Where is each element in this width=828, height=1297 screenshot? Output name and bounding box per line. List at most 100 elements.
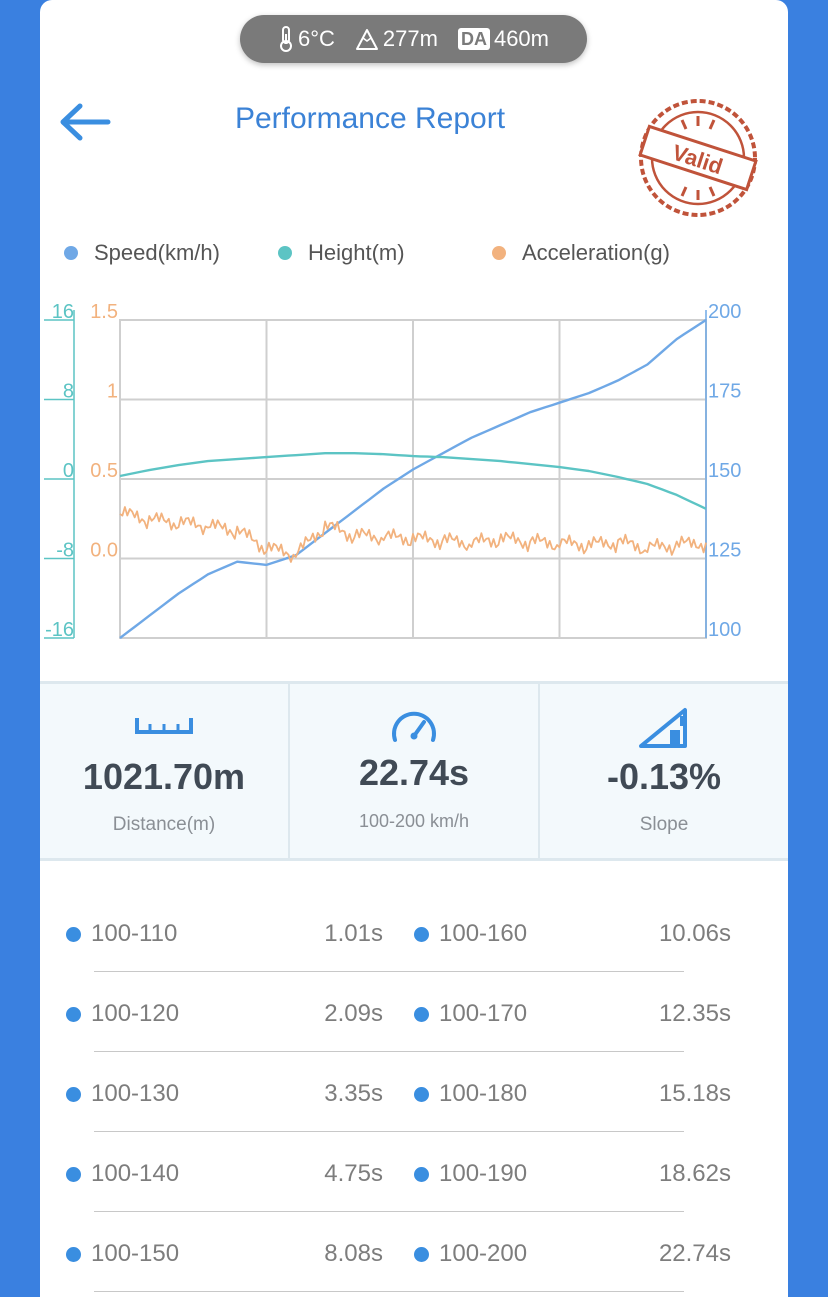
split-range: 100-150 [91, 1240, 180, 1267]
acceleration-line [119, 506, 707, 563]
row-divider [94, 1211, 684, 1212]
split-right: 100-200 [414, 1240, 527, 1268]
speed-dot [64, 246, 78, 260]
split-row: 100-140 4.75s 100-190 18.62s [40, 1140, 788, 1220]
left-outer-tick-label: 16 [52, 301, 74, 323]
right-tick-label: 100 [708, 619, 741, 641]
chart-axes: 16 8 0 -8 -16 1.5 1 0.5 0.0 200 175 150 125 100 [44, 301, 741, 641]
bullet-icon [66, 1006, 81, 1022]
split-range: 100-200 [439, 1240, 528, 1267]
mountain-icon [355, 29, 378, 50]
split-time: 22.74s [658, 1240, 731, 1267]
summary-stats: 1021.70m Distance(m) 22.74s 100-200 km/h… [40, 681, 788, 861]
left-inner-tick-label: 1 [107, 381, 118, 403]
right-tick-label: 150 [708, 460, 741, 482]
split-range: 100-110 [91, 920, 178, 947]
time-value: 22.74s [358, 752, 470, 793]
report-card: 6°C 277m DA 460m Performance Report Val [40, 0, 788, 1297]
altitude-item: 277m [355, 26, 438, 52]
ruler-icon [135, 718, 193, 734]
split-left: 100-140 [66, 1160, 179, 1188]
performance-chart: 16 8 0 -8 -16 1.5 1 0.5 0.0 200 175 150 125 100 [44, 301, 741, 641]
chart-legend: Speed(km/h) Height(m) Acceleration(g) [40, 240, 788, 272]
left-outer-tick-label: -16 [45, 619, 74, 641]
split-range: 100-140 [91, 1160, 180, 1187]
speedometer-icon [392, 711, 436, 742]
temperature-value: 6°C [297, 26, 335, 51]
split-row: 100-130 3.35s 100-180 15.18s [40, 1060, 788, 1140]
distance-stat: 1021.70m Distance(m) [40, 684, 288, 858]
split-row: 100-120 2.09s 100-170 12.35s [40, 980, 788, 1060]
bullet-icon [414, 1246, 429, 1262]
da-badge: DA [457, 28, 490, 50]
split-range: 100-130 [91, 1080, 180, 1107]
acceleration-dot [492, 246, 506, 260]
bullet-icon [66, 1086, 81, 1102]
left-outer-tick-label: 0 [63, 460, 74, 482]
legend-height-label: Height(m) [308, 240, 405, 265]
height-dot [278, 246, 292, 260]
split-left: 100-110 [66, 920, 177, 948]
split-right: 100-160 [414, 920, 527, 948]
split-right: 100-190 [414, 1160, 527, 1188]
distance-label: Distance(m) [112, 814, 216, 835]
distance-value: 1021.70m [82, 756, 246, 797]
slope-stat: -0.13% Slope [538, 684, 788, 858]
right-tick-label: 175 [708, 381, 741, 403]
slope-icon [639, 708, 687, 748]
bullet-icon [66, 926, 81, 942]
time-label: 100-200 km/h [358, 811, 470, 831]
conditions-pill: 6°C 277m DA 460m [240, 15, 587, 63]
row-divider [94, 1131, 684, 1132]
split-time: 10.06s [658, 920, 731, 947]
page-title: Performance Report [234, 102, 506, 135]
split-right: 100-180 [414, 1080, 527, 1108]
right-tick-label: 200 [708, 301, 741, 323]
bullet-icon [414, 926, 429, 942]
split-left: 100-120 [66, 1000, 179, 1028]
chart-series [119, 318, 707, 639]
split-left: 100-150 [66, 1240, 179, 1268]
split-time: 4.75s [324, 1160, 383, 1187]
thermometer-icon [279, 26, 292, 52]
split-row: 100-150 8.08s 100-200 22.74s [40, 1220, 788, 1297]
split-left: 100-130 [66, 1080, 179, 1108]
legend-speed: Speed(km/h) [64, 240, 220, 266]
split-time: 8.08s [324, 1240, 383, 1267]
split-range: 100-170 [439, 1000, 528, 1027]
bullet-icon [414, 1006, 429, 1022]
density-altitude-item: DA 460m [457, 26, 549, 52]
bullet-icon [414, 1086, 429, 1102]
legend-speed-label: Speed(km/h) [94, 240, 220, 265]
split-right: 100-170 [414, 1000, 527, 1028]
split-time: 18.62s [658, 1160, 731, 1187]
left-inner-tick-label: 0.0 [90, 540, 118, 562]
row-divider [94, 971, 684, 972]
split-time: 12.35s [658, 1000, 731, 1027]
speed-line [119, 318, 707, 639]
split-range: 100-120 [91, 1000, 180, 1027]
altitude-value: 277m [382, 26, 438, 51]
legend-acceleration-label: Acceleration(g) [522, 240, 670, 265]
left-inner-tick-label: 1.5 [90, 301, 118, 323]
chart-grid [119, 319, 707, 639]
height-line [119, 452, 707, 510]
row-divider [94, 1051, 684, 1052]
split-range: 100-160 [439, 920, 528, 947]
split-range: 100-180 [439, 1080, 528, 1107]
row-divider [94, 1291, 684, 1292]
density-altitude-value: 460m [493, 26, 549, 51]
time-stat: 22.74s 100-200 km/h [288, 684, 538, 858]
split-range: 100-190 [439, 1160, 528, 1187]
split-row: 100-110 1.01s 100-160 10.06s [40, 900, 788, 980]
back-button[interactable] [58, 100, 112, 144]
bullet-icon [66, 1246, 81, 1262]
valid-stamp: Valid [638, 99, 758, 217]
slope-value: -0.13% [606, 756, 722, 797]
split-time: 1.01s [324, 920, 383, 947]
split-time: 15.18s [658, 1080, 731, 1107]
bullet-icon [414, 1166, 429, 1182]
temperature-item: 6°C [278, 26, 335, 52]
bullet-icon [66, 1166, 81, 1182]
left-outer-tick-label: -8 [56, 540, 74, 562]
